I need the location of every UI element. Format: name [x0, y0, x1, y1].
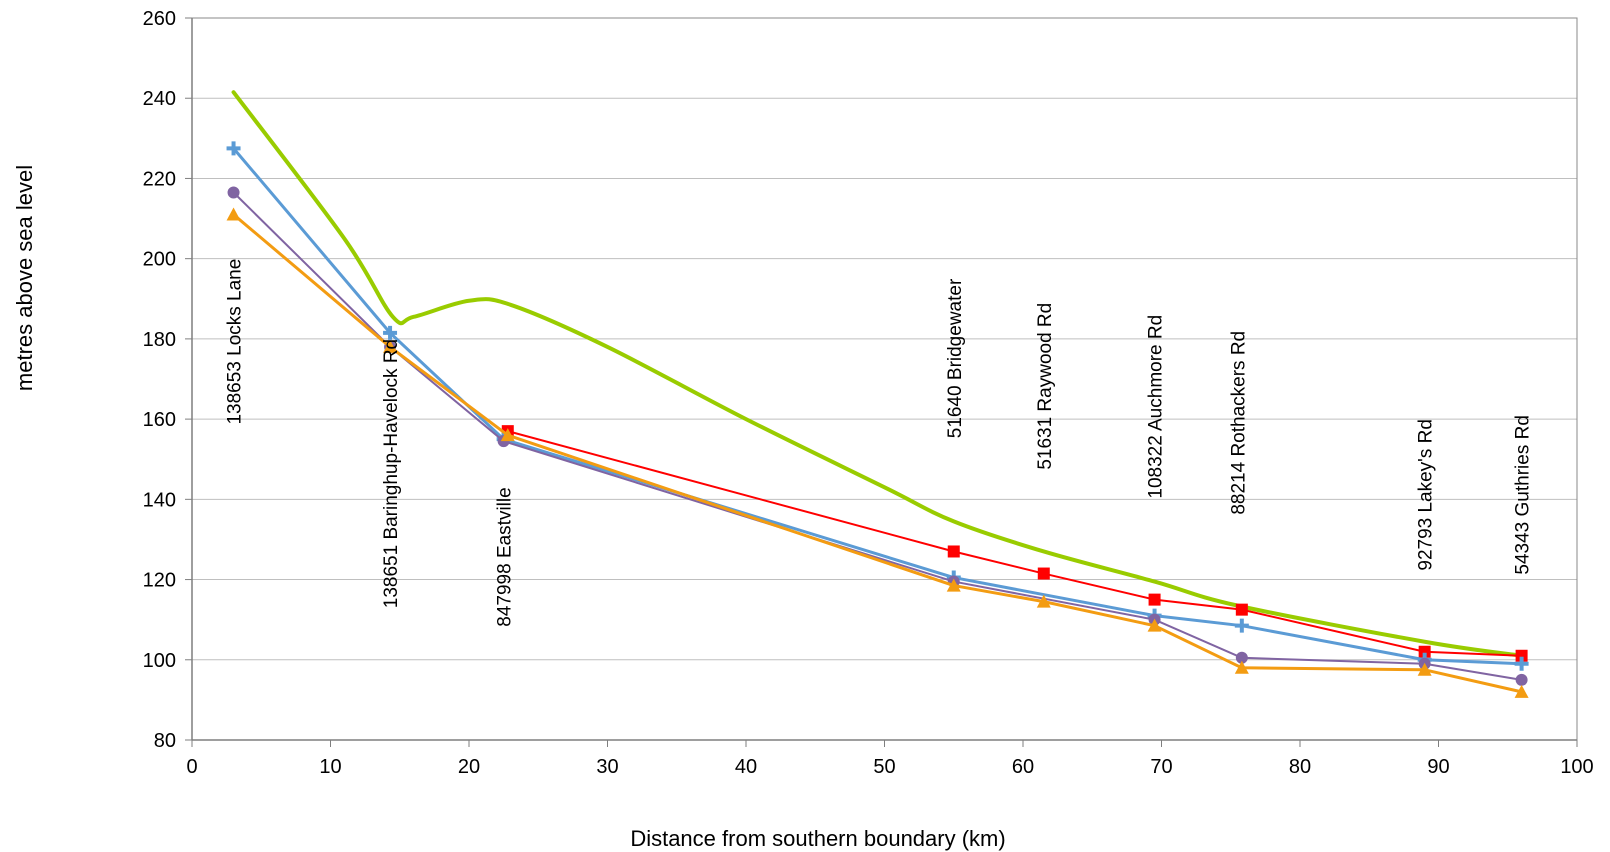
series-2-point-7	[1514, 656, 1529, 671]
x-tick-label-8: 80	[1289, 756, 1311, 778]
station-label-1: 138651 Baringhup-Havelock Rd	[381, 339, 402, 608]
series-0	[231, 90, 1524, 658]
y-tick-label-6: 200	[143, 249, 176, 271]
x-tick-label-3: 30	[596, 756, 618, 778]
series-1-point-5	[1418, 645, 1431, 658]
series-layer	[226, 90, 1529, 698]
series-2-line	[232, 146, 1524, 666]
y-tick-label-4: 160	[143, 409, 176, 431]
series-4-point-1	[383, 339, 398, 353]
station-label-8: 54343 Guthries Rd	[1513, 415, 1534, 574]
y-tick-label-0: 80	[154, 730, 176, 752]
series-0-line	[231, 90, 1524, 658]
x-tick-label-1: 10	[319, 756, 341, 778]
series-4-line	[232, 213, 1524, 694]
series-4-point-5	[1147, 618, 1162, 632]
series-4	[226, 207, 1529, 698]
x-tick-label-0: 0	[186, 756, 197, 778]
y-axis-title: metres above sea level	[12, 165, 37, 391]
series-1-point-4	[1235, 603, 1248, 616]
series-1-point-1	[947, 545, 960, 558]
series-4-point-7	[1417, 662, 1432, 676]
series-2	[226, 141, 1529, 671]
series-4-point-4	[1036, 594, 1051, 608]
series-4-point-0	[226, 207, 241, 221]
station-label-2: 847998 Eastville	[495, 487, 516, 626]
series-4-point-3	[946, 578, 961, 592]
series-3-point-7	[1515, 673, 1528, 686]
series-4-point-8	[1514, 684, 1529, 698]
series-3-line	[232, 191, 1523, 681]
series-3-point-5	[1235, 651, 1248, 664]
series-1-point-6	[1515, 649, 1528, 662]
station-label-7: 92793 Lakey's Rd	[1416, 419, 1437, 571]
series-2-point-1	[383, 325, 398, 340]
axes: 80 100 120 140 160 180 200 220 240 260 0 10 20 30 40 50…	[143, 8, 1594, 778]
series-2-point-0	[226, 141, 241, 156]
series-4-point-2	[500, 428, 515, 442]
y-tick-label-2: 120	[143, 570, 176, 592]
x-axis-title: Distance from southern boundary (km)	[630, 826, 1005, 851]
y-tick-label-8: 240	[143, 88, 176, 110]
x-tick-label-7: 70	[1150, 756, 1172, 778]
x-tick-label-2: 20	[458, 756, 480, 778]
y-tick-label-7: 220	[143, 168, 176, 190]
y-tick-label-1: 100	[143, 650, 176, 672]
y-tick-label-5: 180	[143, 329, 176, 351]
series-1-point-3	[1148, 593, 1161, 606]
y-tick-label-9: 260	[143, 8, 176, 30]
station-label-5: 108322 Auchmore Rd	[1146, 315, 1167, 499]
series-4-point-6	[1234, 660, 1249, 674]
x-tick-label-6: 60	[1012, 756, 1034, 778]
x-tick-label-4: 40	[735, 756, 757, 778]
series-3-point-0	[227, 186, 240, 199]
x-tick-label-5: 50	[873, 756, 895, 778]
station-label-6: 88214 Rothackers Rd	[1229, 331, 1250, 515]
series-2-point-5	[1234, 618, 1249, 633]
series-3	[227, 186, 1528, 686]
x-tick-label-9: 90	[1427, 756, 1449, 778]
series-1-point-2	[1037, 567, 1050, 580]
y-tick-label-3: 140	[143, 489, 176, 511]
station-label-4: 51631 Raywood Rd	[1035, 303, 1056, 470]
x-tick-label-10: 100	[1560, 756, 1593, 778]
station-label-3: 51640 Bridgewater	[945, 278, 966, 438]
station-label-0: 138653 Locks Lane	[225, 259, 246, 425]
annotations: 138653 Locks Lane 138651 Baringhup-Havelo…	[225, 259, 1534, 627]
